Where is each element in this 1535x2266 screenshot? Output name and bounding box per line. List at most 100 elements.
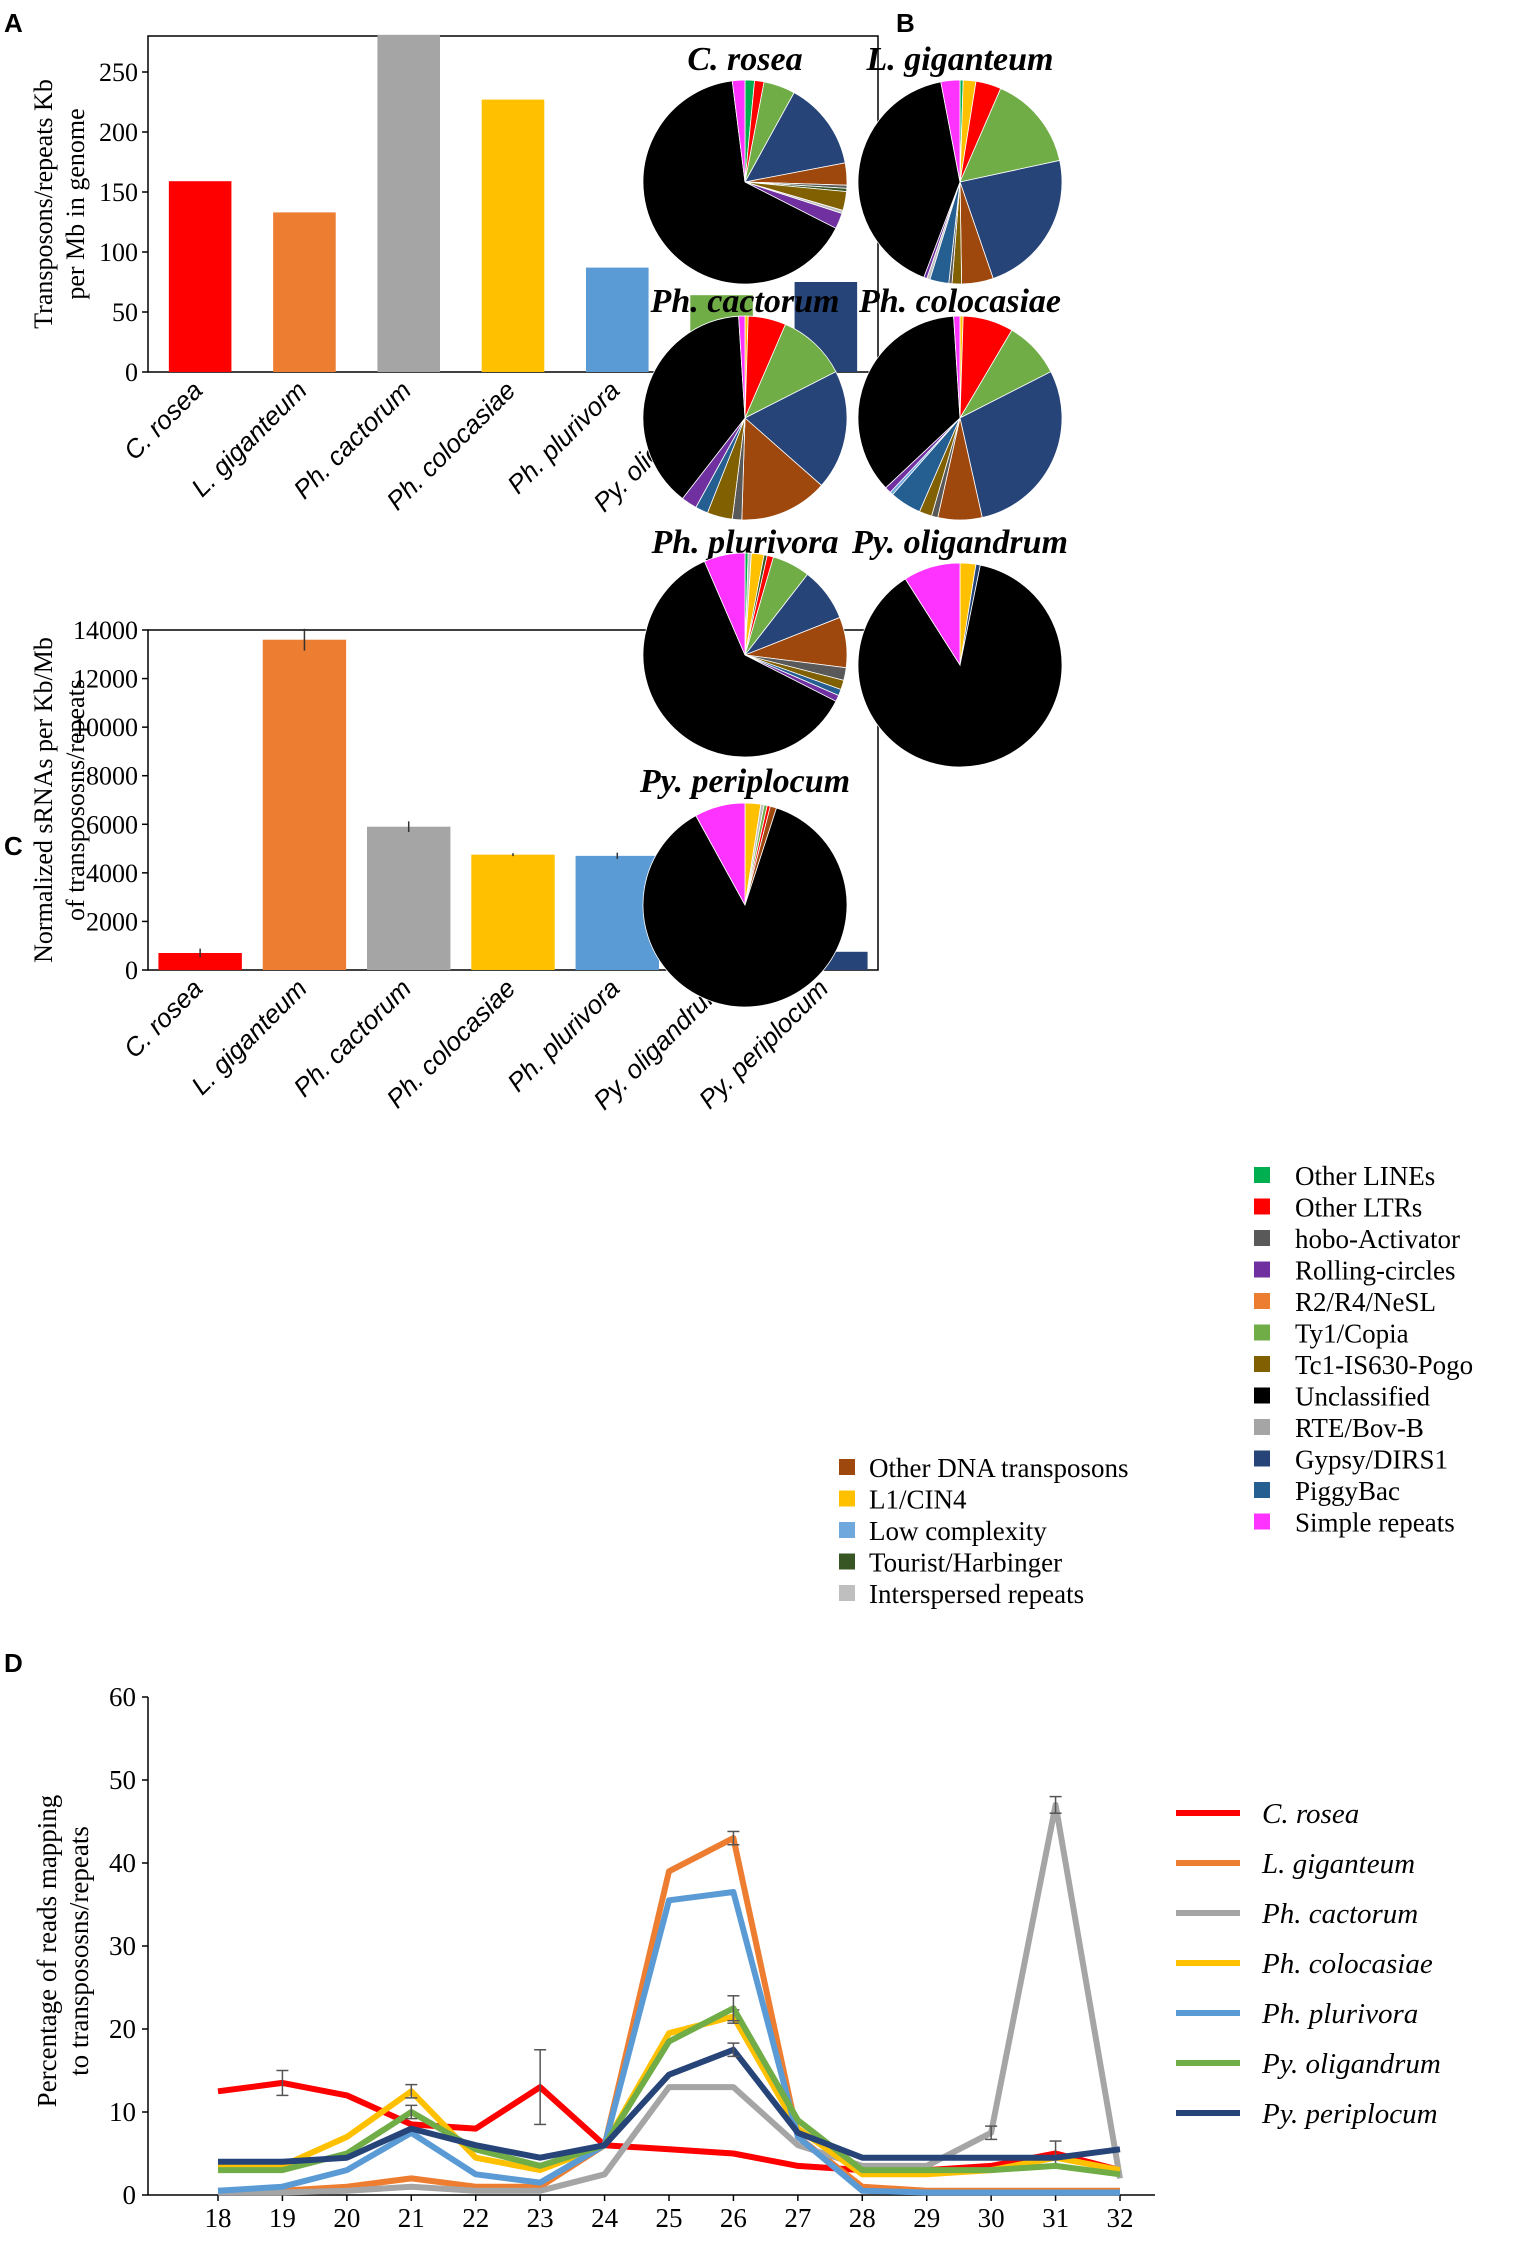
legend-label-rte-bov-b: RTE/Bov-B bbox=[1295, 1413, 1424, 1443]
panel-letter-d: D bbox=[4, 1648, 23, 1678]
y-tick-label: 10 bbox=[109, 2097, 136, 2127]
pie-title-ph-colocasiae: Ph. colocasiae bbox=[858, 283, 1061, 320]
series-py-periplocum bbox=[218, 2042, 1121, 2165]
bar-l-giganteum bbox=[273, 212, 336, 372]
series-line-ph-plurivora bbox=[217, 1889, 1120, 2196]
pie-slice-simple-repeats bbox=[703, 552, 746, 656]
legend-swatch-ty1-copia bbox=[1254, 1324, 1270, 1341]
legend-label-tc1-is630-pogo: Tc1-IS630-Pogo bbox=[1295, 1350, 1473, 1380]
bar-c-rosea bbox=[168, 181, 232, 372]
legend-label-ty1-copia: Ty1/Copia bbox=[1295, 1319, 1409, 1349]
y-tick-label: 40 bbox=[109, 1848, 136, 1878]
legend-swatch-low-complexity bbox=[839, 1522, 855, 1538]
series-line-py-periplocum bbox=[218, 2046, 1121, 2165]
pie-slice-simple-repeats bbox=[953, 315, 961, 419]
pie-slice-unclassified bbox=[857, 315, 961, 489]
y-tick-label: 30 bbox=[109, 1931, 136, 1961]
legend-swatch-other-dna-transposons bbox=[839, 1459, 855, 1475]
series-ph-cactorum bbox=[218, 1795, 1123, 2196]
legend-label-interspersed-repeats: Interspersed repeats bbox=[869, 1579, 1084, 1609]
pie-slice-unclassified bbox=[642, 315, 746, 500]
panel-letter-b: B bbox=[896, 8, 915, 38]
x-tick-label: 18 bbox=[205, 2203, 232, 2233]
legend-swatch-rte-bov-b bbox=[1254, 1419, 1270, 1435]
legend-label-rolling-circles: Rolling-circles bbox=[1295, 1256, 1455, 1286]
y-axis-label-line2: of transpososns/repeats bbox=[61, 679, 90, 921]
legend-label-l1-cin4: L1/CIN4 bbox=[869, 1485, 967, 1515]
y-tick-label: 50 bbox=[109, 1765, 136, 1795]
pie-slice-other-dna-transposons bbox=[741, 417, 823, 521]
x-tick-label: 27 bbox=[784, 2203, 811, 2233]
legend-swatch-gypsy-dirs1 bbox=[1254, 1450, 1270, 1467]
x-tick-label: 19 bbox=[269, 2203, 296, 2233]
category-label-c-rosea: C. rosea bbox=[118, 973, 209, 1064]
panel-d-line-chart: 0 10 20 30 40 50 60 18 19 20 21 22 23 24 25 26 27 28 29 30 3… bbox=[32, 1682, 1441, 2233]
legend-label-ph-cactorum: Ph. cactorum bbox=[1261, 1898, 1418, 1930]
y-axis-label-line2: to transpososns/repeats bbox=[64, 1826, 94, 2076]
x-tick-label: 23 bbox=[527, 2203, 554, 2233]
panel-letter-c: C bbox=[4, 831, 23, 861]
pie-slice-simple-repeats bbox=[738, 315, 746, 419]
bar-l-giganteum bbox=[262, 639, 347, 970]
pie-slice-unclassified bbox=[857, 81, 961, 278]
y-tick-label: 60 bbox=[109, 1682, 136, 1712]
panel-letter-a: A bbox=[4, 8, 23, 38]
pie-slice-ty1-copia bbox=[744, 323, 837, 419]
legend-swatch-interspersed-repeats bbox=[839, 1585, 855, 1601]
legend-label-piggybac: PiggyBac bbox=[1295, 1476, 1400, 1506]
pie-l-giganteum: L. giganteum bbox=[857, 41, 1063, 285]
y-tick-label: 50 bbox=[112, 298, 138, 327]
series-py-oligandrum bbox=[218, 1995, 1121, 2178]
pie-title-ph-cactorum: Ph. cactorum bbox=[650, 283, 840, 320]
y-axis-label-line2: per Mb in genome bbox=[61, 108, 90, 299]
pie-slice-gypsy-dirs1 bbox=[959, 159, 1063, 279]
bar-ph-cactorum bbox=[377, 34, 440, 373]
pie-slice-unclassified bbox=[642, 807, 848, 1008]
legend-label-hobo-activator: hobo-Activator bbox=[1295, 1224, 1460, 1254]
pie-py-periplocum: Py. periplocum bbox=[639, 763, 850, 1008]
legend-label-c-rosea: C. rosea bbox=[1262, 1798, 1359, 1830]
series-ph-plurivora bbox=[217, 1889, 1120, 2196]
bar-ph-colocasiae bbox=[481, 99, 545, 372]
x-tick-label: 31 bbox=[1042, 2203, 1069, 2233]
legend-swatch-simple-repeats bbox=[1254, 1513, 1270, 1530]
y-tick-label: 20 bbox=[109, 2014, 136, 2044]
pie-slice-gypsy-dirs1 bbox=[959, 371, 1063, 519]
x-tick-label: 30 bbox=[978, 2203, 1005, 2233]
y-tick-label: 200 bbox=[99, 118, 138, 147]
series-line-py-oligandrum bbox=[218, 2005, 1121, 2178]
pie-slice-ty1-copia bbox=[959, 87, 1061, 183]
bar-ph-plurivora bbox=[586, 267, 649, 372]
y-tick-label: 8000 bbox=[86, 762, 138, 791]
legend-label-other-dna-transposons: Other DNA transposons bbox=[869, 1453, 1128, 1483]
pie-slice-unclassified bbox=[642, 560, 837, 758]
pie-title-l-giganteum: L. giganteum bbox=[865, 41, 1053, 78]
pie-slice-simple-repeats bbox=[695, 802, 746, 906]
y-tick-label: 10000 bbox=[73, 713, 138, 742]
y-tick-label: 12000 bbox=[73, 665, 138, 694]
y-axis-label-line1: Percentage of reads mapping bbox=[32, 1795, 62, 2108]
legend-label-other-lines: Other LINEs bbox=[1295, 1161, 1435, 1191]
pie-slice-gypsy-dirs1 bbox=[744, 371, 848, 487]
y-tick-label: 0 bbox=[125, 358, 138, 387]
legend-label-gypsy-dirs1: Gypsy/DIRS1 bbox=[1295, 1445, 1448, 1475]
legend-swatch-r2-r4-nesl bbox=[1254, 1293, 1270, 1309]
legend-swatch-other-lines bbox=[1254, 1167, 1270, 1183]
legend-swatch-tourist-harbinger bbox=[839, 1553, 855, 1570]
legend-swatch-l1-cin4 bbox=[839, 1490, 855, 1507]
y-tick-label: 6000 bbox=[86, 810, 138, 839]
bar-ph-colocasiae bbox=[471, 854, 555, 970]
legend-label-py-oligandrum: Py. oligandrum bbox=[1261, 2048, 1441, 2080]
pie-slice-simple-repeats bbox=[940, 79, 961, 183]
legend-label-low-complexity: Low complexity bbox=[869, 1516, 1047, 1546]
legend-swatch-rolling-circles bbox=[1254, 1261, 1270, 1278]
x-tick-label: 24 bbox=[591, 2203, 619, 2233]
pie-title-py-oligandrum: Py. oligandrum bbox=[851, 524, 1068, 561]
pie-slice-simple-repeats bbox=[904, 562, 961, 667]
pie-slice-simple-repeats bbox=[731, 79, 746, 183]
bar-c-rosea bbox=[158, 953, 242, 970]
pie-slice-unclassified bbox=[857, 564, 1063, 768]
legend-label-tourist-harbinger: Tourist/Harbinger bbox=[869, 1548, 1062, 1578]
pie-slice-unclassified bbox=[642, 80, 837, 285]
